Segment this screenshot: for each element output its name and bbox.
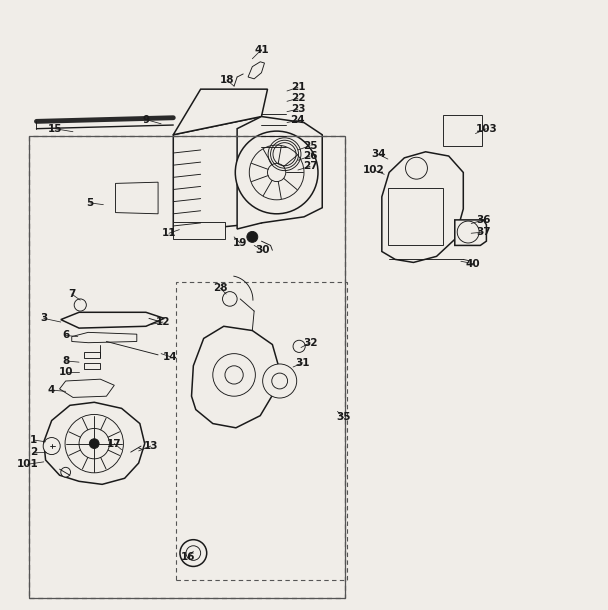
Polygon shape: [173, 117, 261, 232]
Circle shape: [268, 163, 286, 182]
Text: 31: 31: [295, 357, 310, 368]
Text: 103: 103: [475, 124, 497, 134]
Text: 40: 40: [466, 259, 480, 268]
Circle shape: [225, 366, 243, 384]
Text: 27: 27: [303, 162, 317, 171]
Text: 37: 37: [476, 227, 491, 237]
Circle shape: [263, 364, 297, 398]
Text: 15: 15: [47, 124, 62, 134]
Circle shape: [79, 428, 109, 459]
Text: 2: 2: [30, 447, 37, 457]
Circle shape: [61, 467, 71, 477]
Circle shape: [249, 145, 304, 200]
Text: 102: 102: [363, 165, 385, 175]
Text: 16: 16: [181, 552, 196, 562]
Polygon shape: [248, 62, 264, 79]
Polygon shape: [173, 89, 268, 135]
Circle shape: [293, 340, 305, 353]
Text: 24: 24: [291, 115, 305, 125]
Text: 7: 7: [68, 289, 75, 299]
Circle shape: [180, 540, 207, 567]
Text: 18: 18: [219, 75, 234, 85]
Text: 25: 25: [303, 141, 317, 151]
Text: 34: 34: [371, 149, 385, 159]
Text: 4: 4: [48, 385, 55, 395]
Polygon shape: [116, 182, 158, 213]
Text: 30: 30: [255, 245, 270, 255]
Circle shape: [406, 157, 427, 179]
Text: 13: 13: [143, 441, 158, 451]
Text: 5: 5: [86, 198, 94, 208]
Text: 17: 17: [107, 439, 122, 448]
Circle shape: [247, 231, 258, 242]
Text: 11: 11: [162, 228, 176, 239]
Polygon shape: [192, 326, 278, 428]
Circle shape: [213, 354, 255, 396]
Circle shape: [89, 439, 99, 448]
Circle shape: [43, 437, 60, 454]
Polygon shape: [72, 332, 137, 343]
Text: 41: 41: [254, 45, 269, 55]
Circle shape: [74, 299, 86, 311]
Text: 10: 10: [58, 367, 73, 377]
Polygon shape: [84, 353, 100, 358]
Circle shape: [65, 414, 123, 473]
Polygon shape: [60, 379, 114, 398]
Text: 23: 23: [291, 104, 305, 114]
Text: 32: 32: [303, 338, 317, 348]
Polygon shape: [84, 364, 100, 369]
Text: 21: 21: [291, 82, 305, 92]
Text: 101: 101: [16, 459, 38, 469]
Circle shape: [235, 131, 318, 214]
Circle shape: [223, 292, 237, 306]
Text: 36: 36: [476, 215, 491, 225]
Text: 6: 6: [62, 331, 69, 340]
Text: 28: 28: [213, 283, 227, 293]
Polygon shape: [382, 152, 463, 262]
Text: 35: 35: [336, 412, 351, 423]
Polygon shape: [44, 402, 145, 484]
FancyBboxPatch shape: [443, 115, 482, 146]
Text: 8: 8: [62, 356, 69, 366]
Polygon shape: [455, 220, 486, 245]
Text: 1: 1: [30, 435, 37, 445]
FancyBboxPatch shape: [388, 188, 443, 245]
Text: 26: 26: [303, 151, 317, 161]
Text: 9: 9: [142, 115, 150, 124]
Circle shape: [186, 546, 201, 561]
FancyBboxPatch shape: [173, 222, 225, 239]
Text: 14: 14: [163, 352, 178, 362]
Polygon shape: [61, 312, 164, 328]
Text: 19: 19: [233, 238, 247, 248]
Polygon shape: [237, 117, 322, 229]
Circle shape: [272, 373, 288, 389]
Text: 12: 12: [156, 317, 170, 327]
Circle shape: [457, 221, 479, 243]
Text: 22: 22: [291, 93, 305, 103]
Text: 3: 3: [40, 314, 47, 323]
